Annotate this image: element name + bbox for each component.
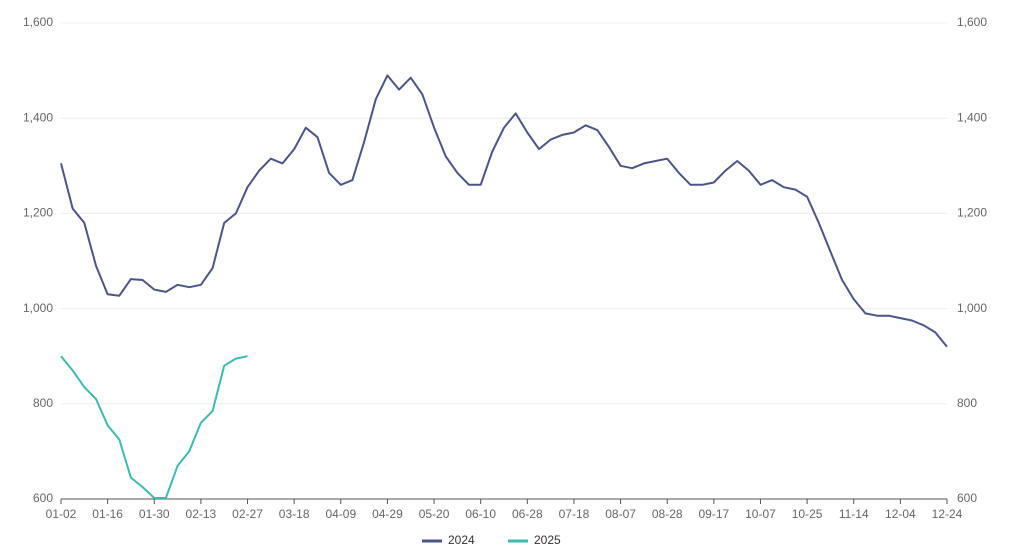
x-tick-label: 10-25 — [792, 507, 823, 521]
x-tick-label: 12-04 — [885, 507, 916, 521]
x-tick-label: 03-18 — [279, 507, 310, 521]
y2-tick-label: 1,600 — [957, 15, 987, 29]
x-tick-label: 06-10 — [465, 507, 496, 521]
x-tick-label: 06-28 — [512, 507, 543, 521]
x-tick-label: 12-24 — [932, 507, 963, 521]
x-tick-label: 02-27 — [232, 507, 263, 521]
x-tick-label: 01-16 — [92, 507, 123, 521]
y2-tick-label: 1,000 — [957, 301, 987, 315]
y-tick-label: 800 — [33, 396, 53, 410]
y-tick-label: 1,200 — [23, 206, 53, 220]
legend-label: 2024 — [448, 533, 475, 547]
x-tick-label: 10-07 — [745, 507, 776, 521]
series-line — [60, 355, 248, 499]
y2-tick-label: 600 — [957, 491, 977, 505]
y-tick-label: 1,000 — [23, 301, 53, 315]
y-tick-label: 1,600 — [23, 15, 53, 29]
y2-tick-label: 800 — [957, 396, 977, 410]
series-line — [60, 74, 948, 348]
x-tick-label: 01-02 — [46, 507, 77, 521]
legend-label: 2025 — [534, 533, 561, 547]
x-tick-label: 11-14 — [839, 507, 869, 521]
x-tick-label: 05-20 — [419, 507, 450, 521]
x-tick-label: 04-29 — [372, 507, 403, 521]
y2-tick-label: 1,400 — [957, 110, 987, 124]
x-tick-label: 01-30 — [139, 507, 170, 521]
x-tick-label: 04-09 — [325, 507, 356, 521]
x-tick-label: 09-17 — [698, 507, 729, 521]
x-tick-label: 02-13 — [186, 507, 217, 521]
y2-tick-label: 1,200 — [957, 206, 987, 220]
x-tick-label: 08-07 — [605, 507, 636, 521]
x-tick-label: 08-28 — [652, 507, 683, 521]
x-tick-label: 07-18 — [559, 507, 590, 521]
y-tick-label: 600 — [33, 491, 53, 505]
y-tick-label: 1,400 — [23, 110, 53, 124]
